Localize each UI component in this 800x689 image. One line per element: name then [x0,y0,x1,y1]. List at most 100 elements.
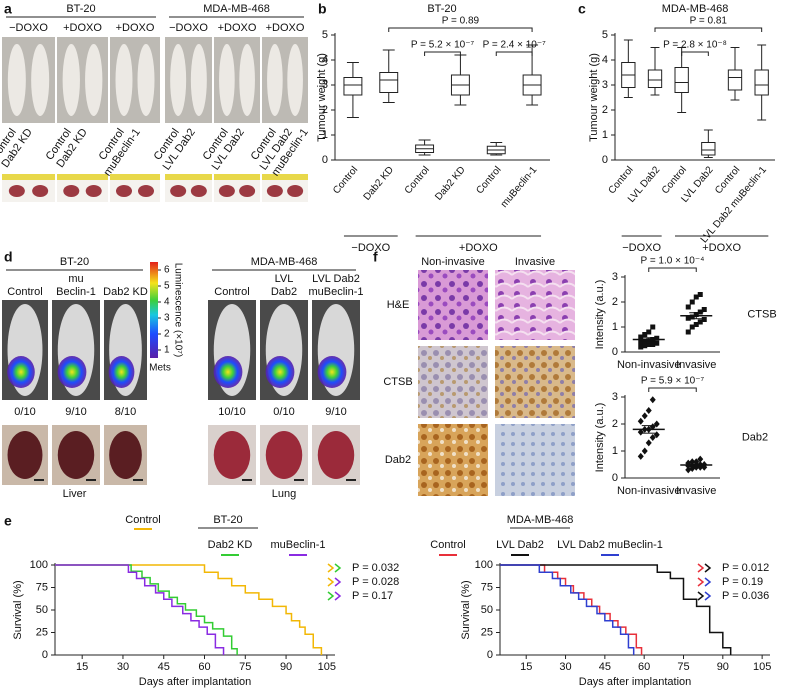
column-label: mu [68,273,83,285]
comparison-arrow [327,577,335,587]
row-label: CTSB [383,376,412,388]
data-point [654,340,660,346]
data-point [697,309,703,315]
p-value: P = 5.9 × 10⁻⁷ [641,376,705,387]
treatment-label: −DOXO [9,22,48,34]
data-point [649,434,656,441]
y-tick-label: 4 [322,54,328,66]
y-tick-label: 0 [612,346,618,358]
data-point [638,344,644,350]
comparison-arrow [334,577,342,587]
data-point [697,319,703,325]
luminescence [213,356,243,388]
tumour [8,185,25,197]
x-axis-label: Days after implantation [139,676,252,688]
p-value: P = 0.89 [442,16,480,27]
x-tick-label: Invasive [676,485,716,497]
mouse [239,44,255,116]
y-tick-label: 25 [36,626,48,638]
survival-curve [500,564,643,655]
data-point [649,396,656,404]
mouse [287,44,303,116]
colorbar-footer: Mets [149,363,171,374]
chart-title: MDA-MB-468 [507,514,574,526]
column-label: Beclin-1 [56,286,96,298]
data-point [701,307,707,312]
box [701,142,716,156]
survival-curve [55,564,238,655]
data-point [693,458,700,466]
organ [265,431,303,479]
organ [213,431,251,479]
x-tick-label: Non-invasive [617,359,681,371]
x-tick-label: 45 [158,661,170,673]
x-tick-label: 15 [76,661,88,673]
legend-label: LVL Dab2 [496,539,544,551]
tumour [287,185,304,197]
survival-curve [55,564,323,655]
data-point [645,407,652,414]
organ [109,431,142,479]
survival-curve [500,564,732,655]
chart-label: Dab2 [742,431,768,443]
y-tick-label: 2 [322,104,328,116]
comparison-arrow [697,563,705,573]
y-tick-label: 2 [612,418,618,430]
column-label: Invasive [515,256,555,268]
organ [7,431,43,479]
data-point [685,315,691,321]
histology-image [418,346,488,418]
comparison-arrow [327,563,335,573]
panel-letter: d [4,249,13,265]
y-axis-label: Survival (%) [460,580,472,639]
data-point [637,417,644,425]
box [379,72,399,93]
ruler [57,174,108,180]
x-tick-label: Control [403,165,432,197]
colorbar [150,262,158,358]
y-tick-label: 3 [322,79,328,91]
treatment-label: +DOXO [266,22,305,34]
significance-bracket [654,27,763,32]
survival-curve [55,564,225,655]
data-point [642,339,648,345]
x-tick-label: 15 [520,661,532,673]
luminescence [317,356,347,388]
y-axis-label: Intensity (a.u.) [594,280,606,350]
group-label: −DOXO [622,242,661,254]
mouse [267,44,283,116]
colorbar-tick-label: 1 [164,345,170,356]
column-label: Dab2 [271,286,297,298]
mouse [137,44,155,116]
ruler [110,174,160,180]
treatment-label: −DOXO [169,22,208,34]
p-value: P = 0.81 [690,16,728,27]
y-tick-label: 75 [36,581,48,593]
organ-label: Lung [272,488,296,500]
comparison-arrow [697,577,705,587]
y-tick-label: 3 [602,79,608,91]
tumour [138,185,154,197]
box [727,69,743,91]
data-point [646,329,652,335]
x-tick-label: 30 [559,661,571,673]
metastasis-count: 10/10 [218,406,246,418]
luminescence [265,356,295,388]
luminescence [57,356,87,388]
y-tick-label: 1 [602,129,608,141]
column-label: LVL [275,273,294,285]
y-tick-label: 3 [612,391,618,403]
data-point [642,343,648,349]
data-point [693,322,699,327]
p-value: P = 0.19 [722,576,763,588]
y-tick-label: 0 [322,154,328,166]
comparison-arrow [327,591,335,601]
tumour [266,185,283,197]
x-tick-label: Dab2 KD [362,165,397,203]
y-tick-label: 1 [612,445,618,457]
data-point [650,342,656,347]
column-label: Control [7,286,42,298]
panel-letter: f [373,249,378,265]
p-value: P = 2.8 × 10⁻⁸ [663,40,727,51]
